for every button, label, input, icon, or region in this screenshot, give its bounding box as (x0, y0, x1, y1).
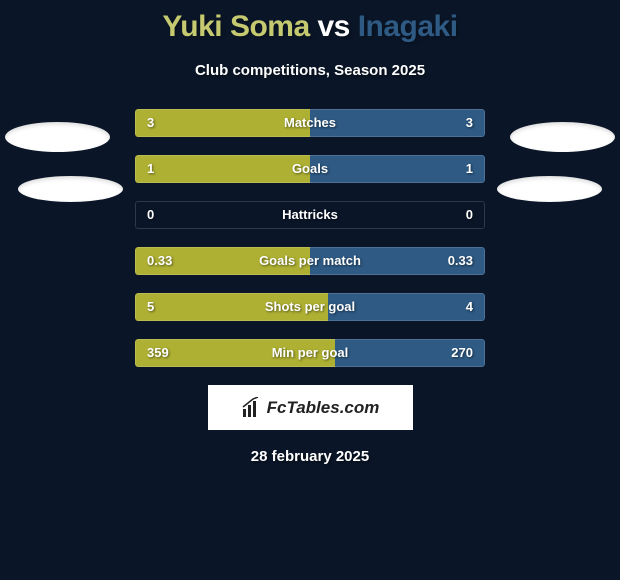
player1-photo-placeholder-2 (18, 176, 123, 202)
stat-value-player2: 0 (466, 201, 473, 229)
fctables-logo[interactable]: FcTables.com (208, 385, 413, 430)
stat-label: Min per goal (135, 339, 485, 367)
stat-label: Goals (135, 155, 485, 183)
stat-row: Hattricks0 0 (135, 201, 485, 229)
stat-label: Shots per goal (135, 293, 485, 321)
logo-text: FcTables.com (267, 398, 380, 418)
stats-container: Matches3 3 Goals1 1 Hattricks0 0 Goals per mat… (135, 109, 485, 367)
stat-value-player1: 1 (147, 155, 154, 183)
stat-value-player2: 0.33 (448, 247, 473, 275)
stat-value-player1: 359 (147, 339, 169, 367)
player2-name: Inagaki (358, 10, 458, 43)
stat-value-player2: 4 (466, 293, 473, 321)
stat-value-player1: 3 (147, 109, 154, 137)
stat-row: Shots per goal5 4 (135, 293, 485, 321)
footer-date: 28 february 2025 (0, 448, 620, 465)
stat-row: Matches3 3 (135, 109, 485, 137)
vs-separator: vs (317, 10, 349, 43)
stat-value-player1: 0 (147, 201, 154, 229)
stat-value-player1: 5 (147, 293, 154, 321)
comparison-title: Yuki Soma vs Inagaki (0, 0, 620, 44)
player1-photo-placeholder-1 (5, 122, 110, 152)
stat-value-player2: 270 (451, 339, 473, 367)
stat-row: Goals1 1 (135, 155, 485, 183)
stat-label: Hattricks (135, 201, 485, 229)
stat-row: Min per goal359 270 (135, 339, 485, 367)
stat-value-player2: 3 (466, 109, 473, 137)
stat-label: Goals per match (135, 247, 485, 275)
stat-row: Goals per match0.33 0.33 (135, 247, 485, 275)
subtitle: Club competitions, Season 2025 (0, 62, 620, 79)
player2-photo-placeholder-1 (510, 122, 615, 152)
chart-icon (241, 397, 263, 419)
player2-photo-placeholder-2 (497, 176, 602, 202)
player1-name: Yuki Soma (162, 10, 309, 43)
stat-label: Matches (135, 109, 485, 137)
stat-value-player1: 0.33 (147, 247, 172, 275)
stat-value-player2: 1 (466, 155, 473, 183)
